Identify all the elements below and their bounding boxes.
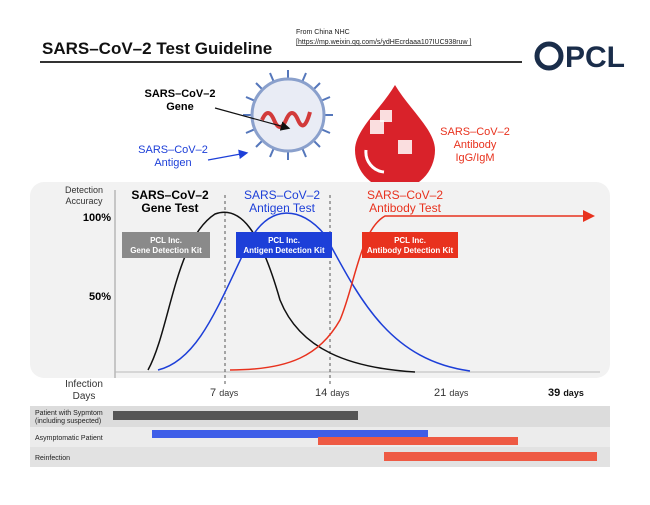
timeline-bar: [152, 430, 428, 438]
kit-box: [236, 232, 332, 258]
y-label: 100%: [83, 212, 111, 224]
antibody-label: Antibody: [454, 139, 497, 151]
antibody-label: SARS–CoV–2: [440, 126, 510, 138]
logo-mark: [534, 41, 564, 71]
test-title: Antibody Test: [369, 201, 441, 215]
logo: PCL: [565, 41, 625, 74]
source: From China NHC: [296, 29, 350, 36]
timeline-bar: [384, 452, 597, 461]
blood-drop: [355, 85, 435, 190]
x-label-num: 39: [548, 387, 560, 399]
kit-box: [362, 232, 458, 258]
row-label: Asymptomatic Patient: [35, 435, 103, 442]
y-label: 50%: [89, 291, 111, 303]
x-label: 14 days: [315, 387, 350, 399]
test-title: SARS–CoV–2: [131, 188, 209, 202]
source-url: [https://mp.weixin.qq.com/s/ydHEcrdaaa10…: [296, 39, 472, 46]
x-label-num: 21: [434, 387, 446, 399]
antibody-label: IgG/IgM: [455, 152, 494, 164]
test-title: Gene Test: [141, 201, 198, 215]
gene-curve: [147, 211, 416, 373]
x-title: Days: [73, 391, 96, 402]
test-title: SARS–CoV–2: [367, 188, 443, 202]
chart-panel: [30, 182, 610, 378]
x-label-num: 7: [210, 387, 216, 399]
row-label: Reinfection: [35, 455, 70, 462]
kit-box: [122, 232, 210, 258]
x-label: 7 days: [210, 387, 239, 399]
y-title: Detection: [65, 185, 103, 195]
x-title: Infection: [65, 379, 103, 390]
antigen-label: Antigen: [154, 157, 191, 169]
kit-label: PCL Inc.: [150, 236, 182, 245]
x-label: 39 days: [548, 387, 584, 399]
kit-label: Gene Detection Kit: [130, 246, 202, 255]
x-label-unit: days: [330, 388, 350, 398]
x-label-unit: days: [563, 388, 584, 398]
title: SARS–CoV–2 Test Guideline: [42, 39, 272, 58]
row-label: (including suspected): [35, 418, 101, 425]
x-label-unit: days: [219, 388, 239, 398]
y-title: Accuracy: [65, 196, 103, 206]
x-label-num: 14: [315, 387, 327, 399]
gene-arrow: [214, 107, 291, 131]
antigen-label: SARS–CoV–2: [138, 144, 208, 156]
test-title: SARS–CoV–2: [244, 188, 320, 202]
antigen-curve: [157, 212, 471, 372]
kit-label: PCL Inc.: [268, 236, 300, 245]
kit-label: Antibody Detection Kit: [367, 246, 454, 255]
row-label: Patient with Sypmtom: [35, 410, 103, 417]
virus-illustration: [243, 70, 333, 160]
x-label: 21 days: [434, 387, 469, 399]
timeline-bar: [318, 437, 518, 445]
timeline-bar: [113, 411, 358, 420]
x-label-unit: days: [449, 388, 469, 398]
kit-label: PCL Inc.: [394, 236, 426, 245]
gene-label: SARS–CoV–2: [145, 88, 216, 100]
test-title: Antigen Test: [249, 201, 315, 215]
gene-label: Gene: [166, 101, 194, 113]
kit-label: Antigen Detection Kit: [243, 246, 325, 255]
antigen-arrow: [207, 149, 249, 161]
